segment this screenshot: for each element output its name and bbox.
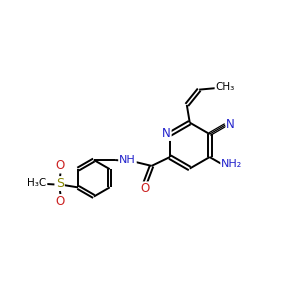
Text: CH₃: CH₃	[215, 82, 235, 92]
Text: N: N	[226, 118, 235, 131]
Text: O: O	[56, 159, 65, 172]
Text: O: O	[56, 195, 65, 208]
Text: H₃C: H₃C	[27, 178, 46, 188]
Text: S: S	[56, 177, 64, 190]
Text: NH: NH	[119, 155, 136, 165]
Text: NH₂: NH₂	[221, 159, 242, 170]
Text: O: O	[140, 182, 150, 195]
Text: N: N	[162, 127, 171, 140]
